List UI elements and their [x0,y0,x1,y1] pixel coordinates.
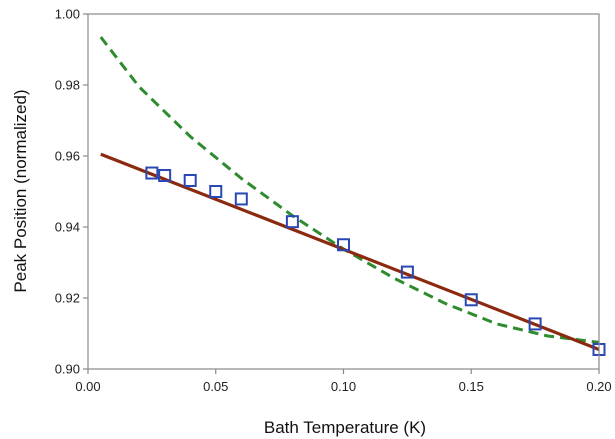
y-tick-label: 0.96 [55,149,80,164]
data-point [158,169,172,183]
x-tick-label: 0.15 [459,379,484,394]
data-point [464,293,478,307]
x-axis-title: Bath Temperature (K) [264,418,426,437]
data-point [400,265,414,279]
data-point [145,166,159,180]
series-layer [99,36,606,356]
x-tick-label: 0.00 [75,379,100,394]
y-tick-label: 0.94 [55,220,80,235]
data-point [234,192,248,206]
y-axis-title: Peak Position (normalized) [11,89,30,292]
data-point [183,173,197,187]
data-point [209,185,223,198]
x-tick-label: 0.05 [203,379,228,394]
y-tick-label: 0.98 [55,78,80,93]
ticks: 0.00 0.05 0.10 0.15 0.20 0.90 0.92 0.94 0.96 0.98… [55,7,612,395]
y-tick-label: 0.90 [55,362,80,377]
data-point [528,317,542,331]
data-point [337,238,350,252]
x-tick-label: 0.10 [331,379,356,394]
data-point [285,215,299,229]
y-tick-label: 1.00 [55,7,80,22]
x-tick-label: 0.20 [586,379,611,394]
solid-fit-line [100,152,600,351]
plot-frame [87,13,600,370]
dashed-model-line [99,36,600,344]
y-tick-label: 0.92 [55,291,80,306]
